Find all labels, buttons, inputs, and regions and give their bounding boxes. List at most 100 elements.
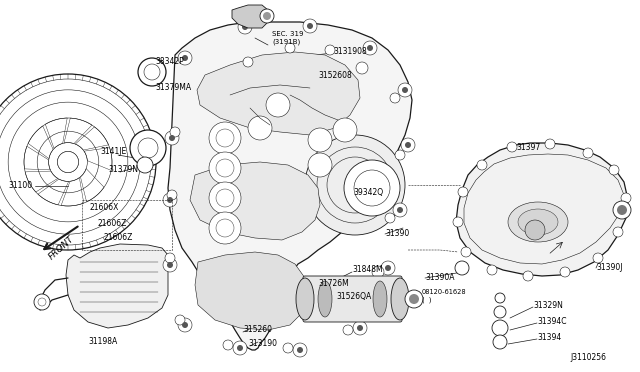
Circle shape (390, 93, 400, 103)
Text: 315260: 315260 (243, 326, 272, 334)
Circle shape (178, 318, 192, 332)
Circle shape (237, 345, 243, 351)
Circle shape (343, 325, 353, 335)
Circle shape (303, 19, 317, 33)
Circle shape (209, 122, 241, 154)
Circle shape (609, 165, 619, 175)
Text: 31379MA: 31379MA (155, 83, 191, 93)
Circle shape (167, 197, 173, 203)
Circle shape (367, 45, 373, 51)
Text: 31198A: 31198A (88, 337, 117, 346)
Circle shape (385, 213, 395, 223)
Ellipse shape (518, 209, 558, 235)
Text: 31726M: 31726M (318, 279, 349, 288)
Polygon shape (66, 244, 168, 328)
Circle shape (494, 306, 506, 318)
Text: 3131908: 3131908 (333, 48, 367, 57)
Ellipse shape (318, 281, 332, 317)
Ellipse shape (373, 281, 387, 317)
Circle shape (617, 205, 627, 215)
Circle shape (487, 265, 497, 275)
Circle shape (209, 182, 241, 214)
Circle shape (178, 51, 192, 65)
Text: 31100: 31100 (8, 180, 32, 189)
Text: 21606Z: 21606Z (104, 234, 133, 243)
Circle shape (182, 322, 188, 328)
Text: 31390: 31390 (385, 228, 409, 237)
Circle shape (308, 128, 332, 152)
Circle shape (209, 152, 241, 184)
Text: 31397: 31397 (516, 144, 540, 153)
Circle shape (493, 335, 507, 349)
Polygon shape (168, 22, 412, 350)
Circle shape (356, 62, 368, 74)
Circle shape (492, 320, 508, 336)
Circle shape (283, 343, 293, 353)
Text: 21606Z: 21606Z (97, 219, 126, 228)
Text: 31390J: 31390J (596, 263, 623, 272)
Circle shape (163, 258, 177, 272)
Text: 21606X: 21606X (90, 203, 120, 212)
Circle shape (458, 187, 468, 197)
Circle shape (405, 142, 411, 148)
Text: 39342Q: 39342Q (353, 187, 383, 196)
Text: 31390A: 31390A (425, 273, 454, 282)
Text: FRONT: FRONT (47, 234, 76, 262)
Circle shape (363, 41, 377, 55)
Circle shape (593, 253, 603, 263)
Bar (82, 200, 172, 250)
Polygon shape (195, 252, 308, 330)
Circle shape (137, 157, 153, 173)
Circle shape (293, 343, 307, 357)
Circle shape (357, 325, 363, 331)
Circle shape (398, 83, 412, 97)
Text: 3152608: 3152608 (318, 71, 352, 80)
Circle shape (138, 58, 166, 86)
Text: 313190: 313190 (248, 340, 277, 349)
Polygon shape (232, 5, 268, 28)
Text: 38342P: 38342P (155, 58, 184, 67)
Circle shape (461, 247, 471, 257)
Circle shape (333, 118, 357, 142)
Polygon shape (197, 52, 360, 135)
Circle shape (167, 190, 177, 200)
Ellipse shape (391, 278, 409, 320)
Circle shape (170, 127, 180, 137)
Circle shape (130, 130, 166, 166)
Ellipse shape (508, 202, 568, 242)
Circle shape (58, 151, 79, 173)
Text: J3110256: J3110256 (570, 353, 606, 362)
Text: 31394C: 31394C (537, 317, 566, 326)
Circle shape (507, 142, 517, 152)
Circle shape (325, 45, 335, 55)
Circle shape (165, 253, 175, 263)
Circle shape (477, 160, 487, 170)
Polygon shape (456, 143, 628, 276)
Circle shape (621, 193, 631, 203)
Circle shape (397, 207, 403, 213)
Circle shape (285, 43, 295, 53)
Text: 31329N: 31329N (533, 301, 563, 310)
Circle shape (353, 321, 367, 335)
Circle shape (453, 217, 463, 227)
Circle shape (613, 201, 631, 219)
Circle shape (525, 220, 545, 240)
Circle shape (455, 261, 469, 275)
Circle shape (169, 135, 175, 141)
Text: 31379N: 31379N (108, 166, 138, 174)
Circle shape (260, 9, 274, 23)
Circle shape (393, 203, 407, 217)
Circle shape (523, 271, 533, 281)
Circle shape (409, 294, 419, 304)
Text: 08120-61628
(  ): 08120-61628 ( ) (422, 289, 467, 303)
Circle shape (223, 340, 233, 350)
Text: 31394: 31394 (537, 333, 561, 341)
Circle shape (182, 55, 188, 61)
Circle shape (263, 12, 271, 20)
Circle shape (242, 24, 248, 30)
FancyBboxPatch shape (303, 276, 402, 322)
Circle shape (297, 347, 303, 353)
Circle shape (266, 93, 290, 117)
Circle shape (209, 212, 241, 244)
Circle shape (560, 267, 570, 277)
